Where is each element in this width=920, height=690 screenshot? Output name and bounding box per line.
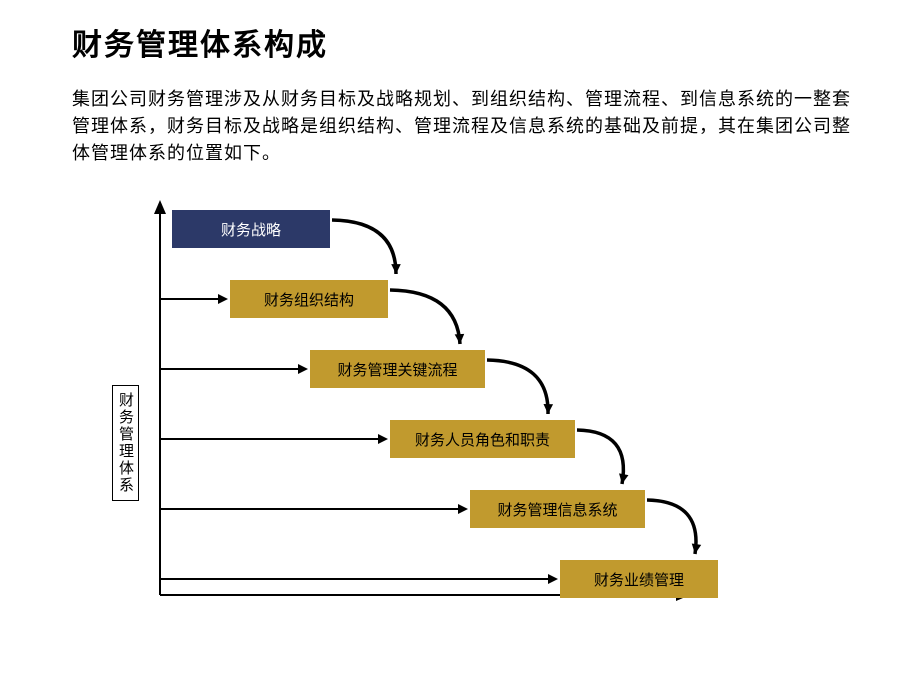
diagram-area: 财务管理体系 财务战略财务组织结构财务管理关键流程财务人员角色和职责财务管理信息… (100, 200, 800, 620)
page-description: 集团公司财务管理涉及从财务目标及战略规划、到组织结构、管理流程、到信息系统的一整… (72, 86, 865, 167)
page-title: 财务管理体系构成 (72, 20, 328, 64)
curved-arrows-svg (100, 200, 800, 620)
